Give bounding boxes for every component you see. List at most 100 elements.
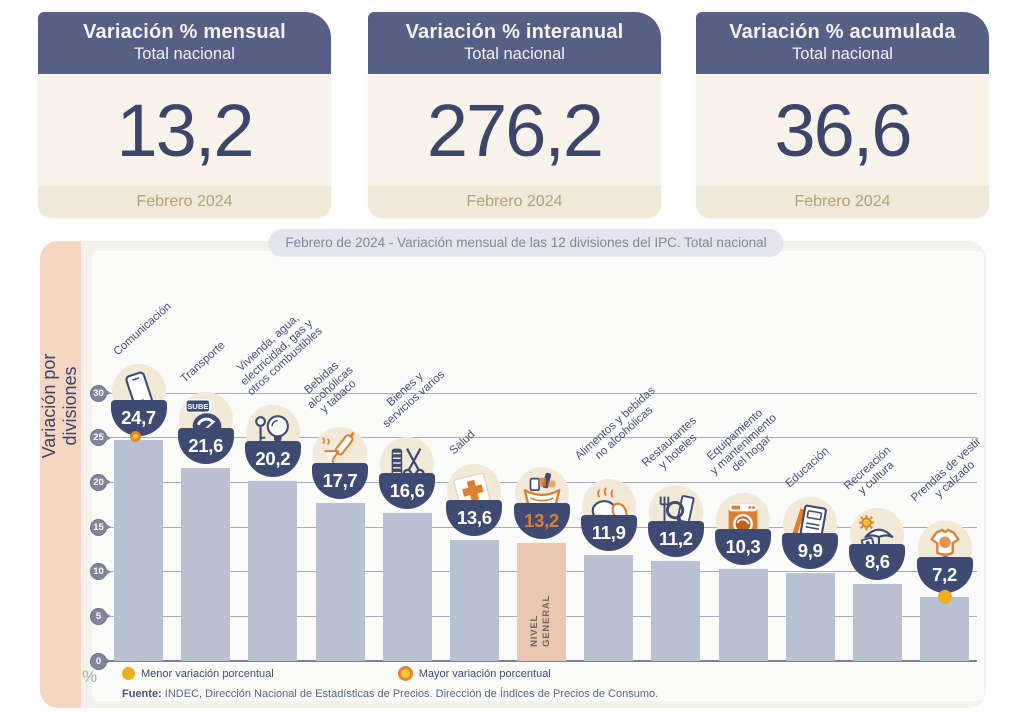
card-header: Variación % mensual Total nacional	[38, 12, 331, 74]
chart-title: Febrero de 2024 - Variación mensual de l…	[268, 229, 784, 257]
value-bowl: 13,2	[513, 503, 570, 540]
category-label: Bienes y servicios varios	[380, 368, 447, 431]
y-axis-tick-15: 15	[90, 518, 111, 536]
value-bowl: 10,3	[715, 528, 772, 565]
card-period: Febrero 2024	[368, 186, 661, 218]
value-bowl: 11,2	[647, 520, 704, 557]
value-bowl: 9,9	[782, 532, 839, 569]
unit-label: %	[82, 667, 98, 686]
bar-value: 16,6	[389, 479, 425, 501]
value-bowl: 13,6	[446, 499, 503, 536]
tick-tail-icon	[106, 434, 111, 441]
card-period: Febrero 2024	[38, 186, 331, 218]
card-header: Variación % interanual Total nacional	[368, 12, 661, 74]
category-label: Recreación y cultura	[841, 444, 897, 497]
card-value: 276,2	[426, 88, 604, 172]
category-label: Prendas de vestir y calzado	[909, 436, 984, 505]
summary-card-mensual: Variación % mensual Total nacional 13,2 …	[38, 12, 331, 218]
chart-panel: Variación por divisiones 0 5 10 15 20 25 30 Com…	[39, 241, 986, 708]
card-value: 13,2	[116, 88, 254, 172]
source-label: Fuente:	[122, 688, 162, 700]
y-axis-tick-30: 30	[90, 384, 111, 402]
chart-legend: Menor variación porcentual Mayor variaci…	[122, 666, 551, 681]
bar-value: 13,6	[456, 506, 492, 528]
category-label: Salud	[447, 428, 478, 458]
legend-item-max: Mayor variación porcentual	[397, 666, 551, 681]
bar-value: 24,7	[121, 407, 156, 429]
category-label: Restaurantes y hoteles	[640, 414, 700, 471]
svg-text:SUBE: SUBE	[187, 402, 208, 411]
bar-value: 7,2	[932, 563, 957, 585]
bar-value: 8,6	[864, 551, 890, 573]
bar-restaurant	[651, 560, 701, 661]
card-period: Febrero 2024	[696, 186, 989, 218]
bar-food	[584, 554, 634, 661]
source-text: INDEC, Dirección Nacional de Estadística…	[161, 688, 659, 700]
value-bowl: 21,6	[177, 428, 234, 465]
tick-tail-icon	[106, 658, 111, 664]
bar-housing	[248, 480, 298, 661]
card-title: Variación % interanual	[405, 21, 624, 43]
card-body: 36,6 Febrero 2024	[696, 74, 989, 218]
max-variation-dot	[129, 431, 141, 443]
nivel-general-label-text: NIVEL GENERAL	[529, 594, 553, 648]
bar-home-equipment	[718, 568, 768, 661]
min-variation-dot-icon	[122, 667, 135, 680]
card-header: Variación % acumulada Total nacional	[696, 12, 989, 74]
legend-label: Mayor variación porcentual	[418, 667, 551, 680]
legend-label: Menor variación porcentual	[141, 667, 274, 680]
bar-value: 13,2	[524, 510, 559, 532]
tick-tail-icon	[106, 390, 111, 396]
tick-tail-icon	[106, 524, 111, 530]
min-variation-dot	[937, 589, 952, 604]
value-bowl: 16,6	[379, 472, 436, 509]
y-axis-tick-25: 25	[90, 429, 111, 447]
bar-smartphone	[114, 440, 163, 661]
bar-value: 10,3	[725, 535, 761, 557]
value-bowl: 17,7	[312, 462, 368, 499]
value-bowl: 8,6	[849, 544, 906, 581]
category-label: Equipamiento y mantenimiento del hogar	[704, 407, 779, 478]
y-axis-tick-5: 5	[90, 607, 111, 625]
value-bowl: 11,9	[580, 514, 637, 551]
gridline-25	[104, 437, 977, 439]
bar-drinks-tobacco	[315, 502, 365, 661]
card-subtitle: Total nacional	[792, 45, 893, 63]
bar-health	[449, 539, 499, 661]
card-body: 276,2 Febrero 2024	[368, 74, 661, 218]
nivel-general-label: NIVEL GENERAL	[517, 585, 566, 657]
bar-clothing	[920, 596, 970, 661]
category-label: Comunicación	[111, 300, 174, 358]
category-label: Educación	[783, 445, 832, 491]
card-subtitle: Total nacional	[464, 45, 565, 63]
tick-tail-icon	[106, 479, 111, 486]
category-label: Bebidas alcohólicas y tabaco	[301, 359, 359, 416]
plot-area: 0 5 10 15 20 25 30 Comunicación 24,7 Transporte SU…	[40, 241, 986, 708]
bar-education	[785, 572, 835, 661]
y-axis-tick-0: 0	[90, 652, 111, 670]
bar-value: 21,6	[188, 435, 224, 457]
card-title: Variación % acumulada	[729, 21, 956, 43]
bar-value: 9,9	[797, 539, 823, 561]
card-title: Variación % mensual	[83, 21, 286, 43]
bar-value: 20,2	[255, 447, 291, 469]
value-bowl: 7,2	[916, 556, 973, 593]
card-subtitle: Total nacional	[134, 45, 235, 63]
gridline-0	[104, 660, 977, 662]
card-value: 36,6	[774, 88, 912, 172]
bar-value: 11,9	[591, 521, 626, 543]
tick-tail-icon	[106, 613, 111, 620]
gridline-30	[104, 392, 977, 394]
y-axis-tick-20: 20	[90, 473, 111, 491]
bar-recreation	[852, 584, 902, 661]
y-axis-tick-10: 10	[90, 563, 111, 581]
max-variation-dot-icon	[397, 666, 413, 681]
bar-transport	[181, 468, 231, 661]
tick-tail-icon	[106, 568, 111, 575]
bar-basket: NIVEL GENERAL	[517, 543, 567, 661]
value-bowl: 20,2	[244, 440, 301, 477]
y-axis-title-strip: Variación por divisiones	[39, 241, 81, 708]
card-body: 13,2 Febrero 2024	[38, 74, 331, 218]
source-note: Fuente: INDEC, Dirección Nacional de Est…	[122, 688, 658, 700]
bar-value: 17,7	[322, 469, 358, 491]
